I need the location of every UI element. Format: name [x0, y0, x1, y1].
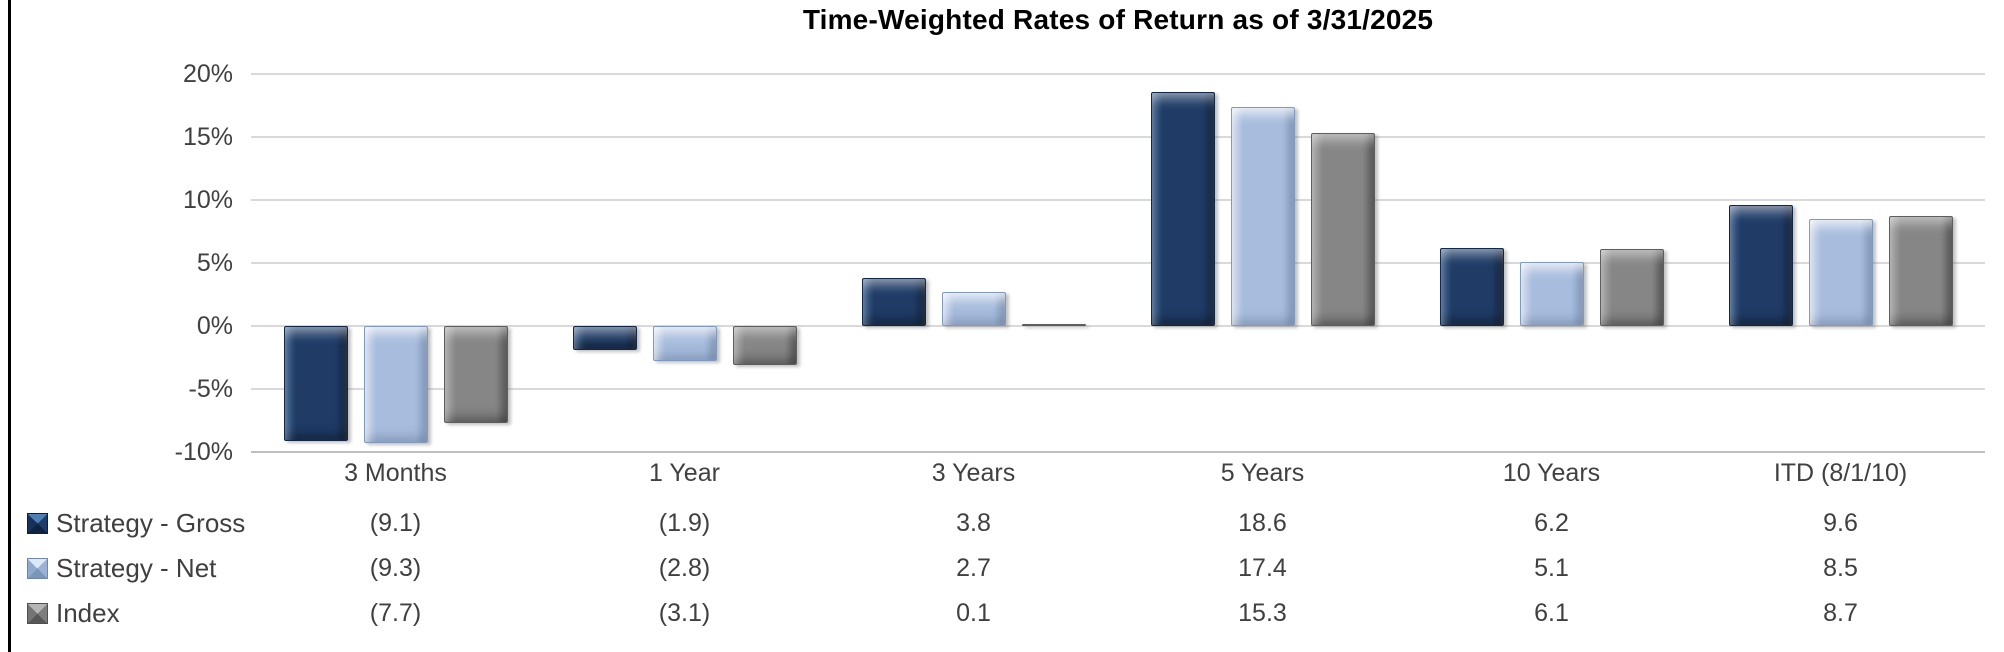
- y-tick-label: 5%: [196, 249, 233, 277]
- y-tick-label: -10%: [174, 438, 233, 466]
- table-value: (1.9): [658, 509, 711, 537]
- legend-swatch-icon: [27, 558, 48, 579]
- panel-left-border: [8, 0, 11, 652]
- table-value: 8.7: [1823, 599, 1858, 627]
- table-value: 8.5: [1823, 554, 1858, 582]
- legend-label: Index: [56, 598, 120, 628]
- table-value: (9.1): [369, 509, 422, 537]
- category-label: 5 Years: [1220, 459, 1305, 487]
- y-tick-label: 10%: [182, 186, 233, 214]
- bar-strategy-net-3-months: [364, 326, 428, 443]
- table-corner-spacer: [0, 456, 251, 501]
- plot-area: [251, 73, 1985, 453]
- table-value: 0.1: [956, 599, 991, 627]
- legend-swatch-icon: [27, 513, 48, 534]
- y-tick-label: 20%: [182, 60, 233, 88]
- category-label: 1 Year: [649, 459, 720, 487]
- gridline: [251, 388, 1985, 390]
- chart-title: Time-Weighted Rates of Return as of 3/31…: [802, 4, 1434, 35]
- bar-strategy-gross-3-months: [284, 326, 348, 441]
- x-axis-line: [251, 451, 1985, 453]
- y-tick-label: -5%: [188, 375, 233, 403]
- table-value: 15.3: [1238, 599, 1287, 627]
- bar-strategy-net-3-years: [942, 292, 1006, 326]
- legend-item-strategy-gross: Strategy - Gross: [0, 501, 251, 546]
- gridline: [251, 199, 1985, 201]
- y-tick-label: 15%: [182, 123, 233, 151]
- table-value: 18.6: [1238, 509, 1287, 537]
- bar-strategy-net-10-years: [1520, 262, 1584, 326]
- table-value: (3.1): [658, 599, 711, 627]
- bar-index-1-year: [733, 326, 797, 365]
- legend-item-strategy-net: Strategy - Net: [0, 546, 251, 591]
- legend-value-table: 3 Months 1 Year 3 Years 5 Years 10 Years ITD …: [0, 456, 1985, 636]
- legend-label: Strategy - Net: [56, 553, 217, 583]
- y-tick-label: 0%: [196, 312, 233, 340]
- bar-strategy-gross-itd-8-1-10: [1729, 205, 1793, 326]
- bar-index-5-years: [1311, 133, 1375, 326]
- legend-swatch-icon: [27, 603, 48, 624]
- table-value: 6.2: [1534, 509, 1569, 537]
- bar-index-3-years: [1022, 324, 1086, 326]
- bar-strategy-net-5-years: [1231, 107, 1295, 326]
- bar-strategy-gross-5-years: [1151, 92, 1215, 326]
- bar-strategy-gross-3-years: [862, 278, 926, 326]
- bar-index-10-years: [1600, 249, 1664, 326]
- gridline: [251, 73, 1985, 75]
- category-label: 10 Years: [1502, 459, 1601, 487]
- table-value: (9.3): [369, 554, 422, 582]
- table-value: 5.1: [1534, 554, 1569, 582]
- table-value: 3.8: [956, 509, 991, 537]
- gridline: [251, 136, 1985, 138]
- table-value: 9.6: [1823, 509, 1858, 537]
- bar-strategy-gross-10-years: [1440, 248, 1504, 326]
- category-label: ITD (8/1/10): [1773, 459, 1908, 487]
- table-value: 2.7: [956, 554, 991, 582]
- bar-index-3-months: [444, 326, 508, 423]
- category-label: 3 Months: [344, 459, 447, 487]
- bar-index-itd-8-1-10: [1889, 216, 1953, 326]
- legend-item-index: Index: [0, 591, 251, 636]
- bar-strategy-net-1-year: [653, 326, 717, 361]
- gridline: [251, 325, 1985, 327]
- gridline: [251, 262, 1985, 264]
- table-value: (2.8): [658, 554, 711, 582]
- bar-strategy-net-itd-8-1-10: [1809, 219, 1873, 326]
- table-value: 17.4: [1238, 554, 1287, 582]
- bar-strategy-gross-1-year: [573, 326, 637, 350]
- legend-label: Strategy - Gross: [56, 508, 246, 538]
- table-value: 6.1: [1534, 599, 1569, 627]
- category-label: 3 Years: [931, 459, 1016, 487]
- table-value: (7.7): [369, 599, 422, 627]
